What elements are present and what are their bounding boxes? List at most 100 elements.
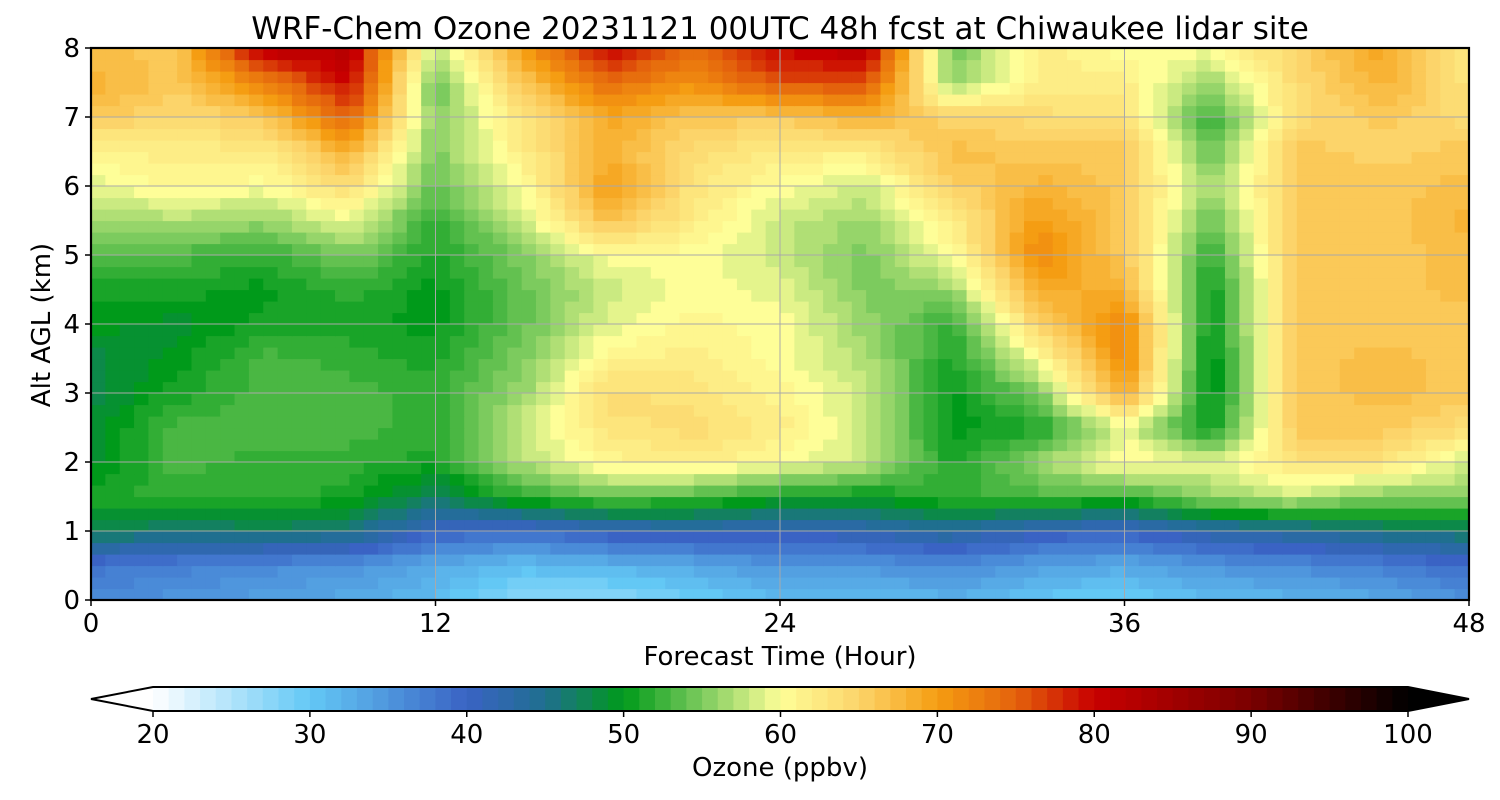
heatmap-cell	[780, 358, 795, 371]
heatmap-cell	[1067, 48, 1083, 61]
heatmap-cell	[1239, 255, 1255, 268]
heatmap-cell	[1153, 220, 1169, 233]
heatmap-cell	[780, 496, 795, 509]
heatmap-cell	[995, 209, 1011, 222]
heatmap-cell	[1282, 358, 1298, 371]
heatmap-cell	[1253, 324, 1269, 337]
heatmap-cell	[277, 485, 293, 498]
heatmap-cell	[91, 163, 106, 176]
heatmap-cell	[1181, 301, 1197, 314]
heatmap-cell	[1095, 186, 1111, 199]
heatmap-cell	[406, 496, 422, 509]
heatmap-cell	[665, 496, 681, 509]
heatmap-cell	[1153, 577, 1169, 590]
heatmap-cell	[335, 404, 350, 417]
heatmap-cell	[1009, 542, 1025, 555]
heatmap-cell	[823, 588, 839, 600]
heatmap-cell	[1095, 94, 1111, 107]
heatmap-cell	[378, 82, 394, 95]
heatmap-cell	[851, 496, 867, 509]
heatmap-cell	[105, 301, 121, 314]
heatmap-cell	[722, 128, 738, 141]
heatmap-cell	[378, 71, 394, 84]
heatmap-cell	[909, 473, 925, 486]
heatmap-cell	[320, 209, 336, 222]
heatmap-cell	[1253, 370, 1269, 383]
heatmap-cell	[736, 519, 752, 532]
heatmap-cell	[564, 542, 580, 555]
heatmap-cell	[306, 209, 322, 222]
heatmap-cell	[1425, 427, 1441, 440]
heatmap-cell	[679, 105, 695, 118]
heatmap-cell	[1268, 128, 1283, 141]
heatmap-cell	[1081, 289, 1097, 302]
heatmap-cell	[435, 554, 451, 567]
heatmap-cell	[478, 347, 494, 360]
heatmap-cell	[995, 174, 1011, 187]
heatmap-cell	[1239, 427, 1255, 440]
heatmap-cell	[708, 82, 724, 95]
heatmap-cell	[866, 48, 882, 61]
heatmap-cell	[1181, 209, 1197, 222]
heatmap-cell	[291, 508, 307, 521]
heatmap-cell	[1038, 370, 1054, 383]
heatmap-cell	[1210, 324, 1226, 337]
heatmap-cell	[650, 94, 666, 107]
heatmap-cell	[1440, 450, 1456, 463]
heatmap-cell	[1124, 496, 1140, 509]
heatmap-cell	[421, 393, 437, 406]
heatmap-cell	[492, 232, 508, 245]
heatmap-cell	[995, 485, 1011, 498]
heatmap-cell	[248, 220, 264, 233]
heatmap-cell	[751, 427, 767, 440]
heatmap-cell	[535, 358, 551, 371]
heatmap-cell	[277, 312, 293, 325]
heatmap-cell	[579, 416, 594, 429]
heatmap-cell	[593, 496, 609, 509]
heatmap-cell	[291, 128, 307, 141]
colorbar-swatch	[1125, 687, 1142, 711]
heatmap-cell	[349, 565, 365, 578]
heatmap-cell	[823, 71, 839, 84]
heatmap-cell	[765, 312, 781, 325]
heatmap-cell	[607, 255, 623, 268]
heatmap-cell	[780, 71, 795, 84]
heatmap-cell	[1354, 82, 1370, 95]
heatmap-cell	[363, 393, 379, 406]
heatmap-cell	[1038, 151, 1054, 164]
heatmap-cell	[880, 485, 896, 498]
heatmap-cell	[1440, 243, 1456, 256]
heatmap-cell	[306, 404, 322, 417]
heatmap-cell	[105, 140, 121, 153]
heatmap-cell	[234, 243, 250, 256]
heatmap-cell	[1095, 358, 1111, 371]
heatmap-cell	[162, 140, 178, 153]
heatmap-cell	[894, 531, 910, 544]
heatmap-cell	[564, 485, 580, 498]
heatmap-cell	[378, 94, 394, 107]
heatmap-cell	[406, 82, 422, 95]
heatmap-cell	[909, 439, 925, 452]
heatmap-cell	[1253, 197, 1269, 210]
heatmap-cell	[837, 209, 853, 222]
heatmap-cell	[550, 243, 566, 256]
colorbar-swatch	[200, 687, 217, 711]
heatmap-cell	[823, 255, 839, 268]
heatmap-cell	[636, 577, 652, 590]
heatmap-cell	[952, 209, 968, 222]
heatmap-cell	[392, 324, 408, 337]
heatmap-cell	[1397, 71, 1413, 84]
heatmap-cell	[320, 393, 336, 406]
heatmap-cell	[1081, 358, 1097, 371]
heatmap-cell	[736, 174, 752, 187]
heatmap-cell	[837, 496, 853, 509]
heatmap-cell	[909, 163, 925, 176]
y-tick-label: 1	[63, 517, 80, 547]
heatmap-cell	[449, 289, 465, 302]
heatmap-cell	[234, 174, 250, 187]
heatmap-cell	[177, 151, 193, 164]
heatmap-cell	[1368, 347, 1384, 360]
heatmap-cell	[1210, 416, 1226, 429]
heatmap-cell	[478, 508, 494, 521]
heatmap-cell	[1052, 335, 1068, 348]
